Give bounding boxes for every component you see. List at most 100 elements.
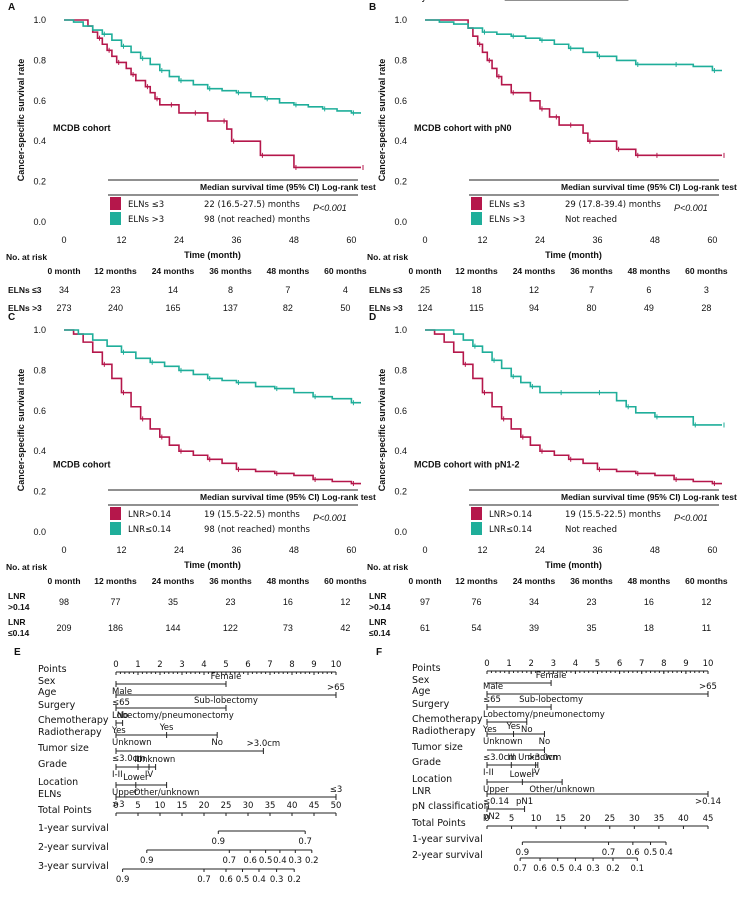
panel-e-row-points-tick-label: 2 [157,660,162,670]
panel-f-row-1-year-survival-tick-label: 0.7 [602,848,616,858]
panel-b-risk-col: 12 months [455,266,498,276]
panel-b-risk-title: No. at risk [367,252,408,262]
panel-c-ytick: 0.8 [33,365,46,375]
panel-e-row-points-tick-label: 5 [223,660,228,670]
panel-a-cohort: MCDB cohort [53,123,111,133]
panel-f-row-3-year-survival-tick-label: 0.7 [498,0,512,3]
panel-f-row-radiotherapy-level-label: Unknown [483,737,522,747]
panel-e-row-age-label: Age [38,687,57,698]
panel-c-median-value: 19 (15.5-22.5) months [204,510,300,520]
panel-f-row-age-level-label: >65 [699,682,717,692]
panel-d-risk-value: 12 [701,597,711,607]
panel-c-risk-col: 48 months [267,576,310,586]
panel-f-row-total-points-tick-label: 20 [580,814,591,824]
panel-a-curve-high-risk [64,19,361,169]
panel-d-ytick: 0.4 [394,446,407,456]
panel-f-row-grade-level-label: IV [531,768,540,778]
panel-b-table-header-logrank: Log-rank test [683,182,737,192]
panel-c-xtick: 0 [61,545,66,555]
panel-e-row-1-year-survival-label: 1-year survival [38,823,109,834]
panel-d-risk-row-label: LNR [369,617,386,627]
panel-f-row-surgery-level-label: ≤65 [483,695,501,705]
panel-d-table-bg [469,488,719,536]
panel-c-risk-value: 209 [56,623,71,633]
panel-d-xlabel: Time (month) [545,560,602,570]
panel-d-risk-row-label: >0.14 [369,602,391,612]
panel-e-row-location-level-label: Upper [112,788,138,798]
panel-f-row-points-label: Points [412,663,441,674]
panel-e-letter: E [14,647,21,658]
panel-c-letter: C [8,312,15,323]
panel-a-table-header-median: Median survival time (95% CI) [200,182,320,192]
panel-d-risk-col: 24 months [513,576,556,586]
panel-b-risk-row-label: ELNs >3 [369,303,403,313]
panel-f-row-2-year-survival-tick-label: 0.4 [569,864,583,874]
panel-f-row-pn-classification-level-label: pN1 [516,797,533,807]
panel-c-risk-col: 12 months [94,576,137,586]
panel-f-row-total-points-tick-label: 45 [703,814,714,824]
panel-c-risk-value: 98 [59,597,69,607]
panel-e-row-total-points-tick-label: 0 [113,801,118,811]
panel-f-row-grade-label: Grade [412,757,441,768]
panel-d-risk-value: 54 [471,623,481,633]
panel-f-row-surgery-label: Surgery [412,699,450,710]
panel-a-curve-low-risk [64,19,361,114]
panel-f-row-points-tick-label: 7 [639,659,644,669]
panel-f-row-chemotherapy-level-label: Yes [482,725,497,735]
panel-e-row-grade-level-label: IV [145,770,154,780]
panel-f-row-2-year-survival-tick-label: 0.3 [586,864,600,874]
panel-c-risk-row-label: LNR [8,591,25,601]
panel-e-row-surgery-level-label: Sub-lobectomy [194,696,258,706]
panel-a-risk-value: 4 [343,285,348,295]
panel-e-row-age-level-label: ≤65 [112,698,130,708]
panel-e-row-radiotherapy-label: Radiotherapy [38,727,102,738]
panel-f-row-total-points-tick-label: 10 [531,814,542,824]
panel-e-row-age-level-label: >65 [327,683,345,693]
panel-c-table-bg [108,488,358,536]
panel-f-row-1-year-survival-label: 1-year survival [412,834,483,845]
panel-b-xtick: 12 [477,235,487,245]
panel-d-ytick: 0.8 [394,365,407,375]
panel-e-row-3-year-survival-label: 3-year survival [38,861,109,872]
panel-a-table-header-logrank: Log-rank test [322,182,376,192]
panel-c-ytick: 0.2 [33,487,46,497]
panel-a-xtick: 12 [116,235,126,245]
panel-a-letter: A [8,2,15,13]
panel-a-ytick: 0.6 [33,96,46,106]
panel-c-cohort: MCDB cohort [53,459,111,469]
panel-b-risk-value: 12 [529,285,539,295]
panel-e-row-2-year-survival-tick-label: 0.2 [305,856,319,866]
panel-e-row-sex-level-label: Female [211,672,242,682]
panel-e-row-total-points-tick-label: 50 [331,801,342,811]
panel-a-risk-row-label: ELNs >3 [8,303,42,313]
panel-b-xtick: 24 [535,235,545,245]
panel-d-ytick: 0.6 [394,406,407,416]
panel-b-xtick: 36 [592,235,602,245]
panel-d-risk-value: 76 [471,597,481,607]
panel-e-row-surgery-label: Surgery [38,700,76,711]
panel-b-xtick: 0 [422,235,427,245]
panel-c-table-header-logrank: Log-rank test [322,492,376,502]
panel-d-median-value: 19 (15.5-22.5) months [565,510,661,520]
panel-e-row-points-label: Points [38,664,67,675]
panel-f-row-2-year-survival-tick-label: 0.7 [513,864,527,874]
panel-c-risk-col: 0 month [47,576,80,586]
panel-a-risk-title: No. at risk [6,252,47,262]
panel-c-risk-row-label: LNR [8,617,25,627]
panel-c-legend-label: LNR≤0.14 [128,525,171,535]
panel-d-risk-row-label: LNR [369,591,386,601]
panel-a-risk-value: 165 [165,303,180,313]
panel-a-ylabel: Cancer-specific survival rate [16,59,26,182]
panel-f-row-total-points-tick-label: 25 [604,814,615,824]
panel-f-row-total-points-tick-label: 15 [555,814,566,824]
panel-a-risk-col: 0 month [47,266,80,276]
panel-f-row-grade-level-label: I-II [483,768,494,778]
panel-c-risk-value: 122 [223,623,238,633]
panel-e-row-grade-level-label: Unknown [136,755,175,765]
panel-b-risk-value: 7 [589,285,594,295]
panel-e-row-points-tick-label: 6 [245,660,250,670]
panel-f-row-grade-level-label: III [508,753,516,763]
panel-e-row-points-tick-label: 7 [267,660,272,670]
panel-f-row-grade-level-label: ≤3.0cm [483,753,517,763]
panel-d-table-header-logrank: Log-rank test [683,492,737,502]
